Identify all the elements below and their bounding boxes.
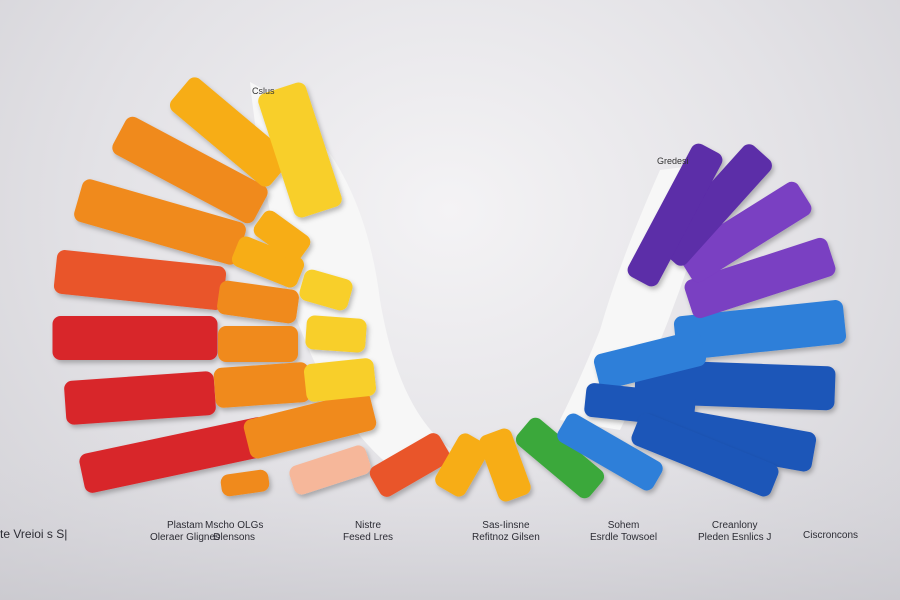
pastel-stick bbox=[557, 413, 663, 491]
left-fan-inner-slab bbox=[243, 391, 377, 459]
pastel-stick bbox=[289, 445, 371, 495]
left-fan-inner-slab bbox=[253, 210, 311, 262]
right-fan-slab bbox=[678, 181, 812, 283]
caption-6: Creanlony Pleden Esnlics J bbox=[698, 520, 772, 543]
left-fan-inner-slab bbox=[299, 269, 353, 311]
chalk-stick-row bbox=[220, 413, 779, 502]
caption-2: Mscho OLGs Dlensons bbox=[205, 520, 264, 543]
left-color-fan bbox=[52, 77, 377, 493]
pastel-stick bbox=[220, 469, 270, 497]
right-fan-tag: Gredesi bbox=[657, 156, 689, 166]
right-fan-slab bbox=[663, 408, 817, 472]
left-fan-inner-slab bbox=[218, 326, 298, 362]
left-fan-outer-slab bbox=[112, 116, 268, 224]
left-fan-inner-slab bbox=[305, 315, 367, 353]
caption-5: Sohem Esrdle Towsoel bbox=[590, 520, 658, 543]
pastel-stick bbox=[479, 428, 531, 502]
left-fan-inner-slab bbox=[231, 236, 305, 288]
pastel-stick bbox=[515, 417, 605, 499]
left-fan-outer-slab bbox=[53, 250, 227, 310]
caption-7: Ciscroncons bbox=[803, 530, 859, 541]
pastel-stick bbox=[369, 433, 451, 497]
right-color-fan bbox=[584, 143, 847, 472]
pastel-stick bbox=[435, 433, 489, 497]
caption-1: Plastam Oleraer Glignes bbox=[150, 520, 221, 543]
left-fan-outer-slab bbox=[79, 417, 271, 493]
right-fan-slab bbox=[673, 300, 847, 360]
right-fan-slab bbox=[684, 237, 836, 319]
caption-3: Nistre Fesed Lres bbox=[343, 520, 394, 543]
caption-0: te Vreioi s S| bbox=[0, 527, 68, 541]
left-fan-tag: Cslus bbox=[252, 86, 275, 96]
pastel-stick bbox=[631, 413, 779, 497]
left-fan-inner-slab bbox=[213, 362, 311, 408]
left-fan-inner-slab bbox=[217, 280, 299, 324]
left-fan-outer-slab bbox=[258, 82, 342, 218]
right-fan-slab bbox=[593, 330, 707, 390]
right-fan-slab bbox=[584, 383, 696, 427]
left-fan-outer-slab bbox=[52, 316, 218, 360]
right-fan-slab bbox=[627, 143, 723, 287]
right-fan-slab bbox=[658, 144, 772, 266]
left-fan-outer-slab bbox=[64, 371, 216, 425]
left-fan-outer-slab bbox=[74, 179, 246, 265]
left-fan-inner-slab bbox=[303, 358, 377, 402]
caption-4: Sas-Iinsne Refitnoz Gilsen bbox=[472, 520, 540, 543]
left-fan-outer-slab bbox=[169, 77, 291, 187]
